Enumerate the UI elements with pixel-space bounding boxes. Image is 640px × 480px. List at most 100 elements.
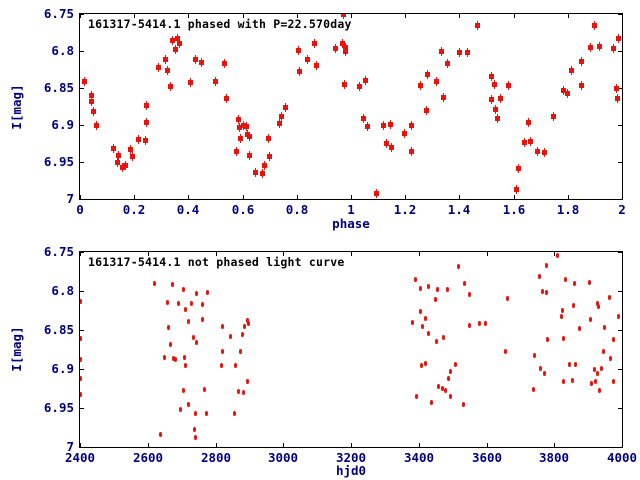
data-point — [463, 280, 467, 286]
data-point — [234, 147, 240, 157]
data-point — [241, 120, 247, 130]
x-tick-label: 2 — [618, 202, 626, 217]
data-point — [332, 43, 338, 53]
data-point — [237, 389, 241, 395]
tick-mark — [618, 14, 622, 15]
data-point — [340, 39, 346, 49]
data-point — [592, 21, 598, 31]
x-tick-label: 0.4 — [176, 202, 200, 217]
tick-mark — [405, 195, 406, 199]
data-point — [598, 387, 602, 393]
data-point — [418, 308, 422, 314]
data-point — [545, 290, 549, 296]
tick-mark — [283, 252, 284, 256]
data-point — [116, 150, 122, 160]
data-point — [532, 353, 536, 359]
data-point — [183, 307, 187, 313]
data-point — [80, 336, 82, 342]
tick-mark — [80, 14, 84, 15]
data-point — [241, 332, 245, 338]
data-point — [443, 388, 447, 394]
data-point — [453, 361, 457, 367]
x-tick-label: 1.6 — [502, 202, 526, 217]
data-point — [261, 161, 267, 171]
data-point — [615, 93, 621, 103]
data-point — [183, 362, 187, 368]
tick-mark — [618, 88, 622, 89]
data-point — [144, 100, 150, 110]
data-point — [143, 136, 149, 146]
tick-mark — [351, 252, 352, 256]
data-point — [596, 371, 600, 377]
data-point — [155, 62, 161, 72]
data-point — [572, 281, 576, 287]
tick-mark — [80, 291, 84, 292]
data-point — [602, 325, 606, 331]
data-point — [446, 286, 450, 292]
tick-mark — [80, 369, 84, 370]
data-point — [181, 286, 185, 292]
bottom-x-axis-label: hjd0 — [335, 463, 367, 478]
data-point — [80, 299, 82, 305]
tick-mark — [618, 252, 622, 253]
tick-mark — [80, 330, 84, 331]
data-point — [595, 300, 599, 306]
tick-mark — [134, 195, 135, 199]
data-point — [89, 96, 95, 106]
data-point — [571, 378, 575, 384]
data-point — [433, 76, 439, 86]
data-point — [179, 407, 183, 413]
data-point — [135, 135, 141, 145]
data-point — [475, 20, 481, 30]
data-point — [188, 78, 194, 88]
data-point — [174, 33, 180, 43]
x-tick-label: 1.8 — [556, 202, 580, 217]
data-point — [296, 67, 302, 77]
data-point — [596, 304, 600, 310]
y-tick-label: 6.95 — [43, 154, 74, 169]
data-point — [128, 144, 134, 154]
data-point — [228, 333, 232, 339]
tick-mark — [297, 195, 298, 199]
data-point — [193, 410, 197, 416]
data-point — [120, 162, 126, 172]
data-point — [194, 339, 198, 345]
data-point — [423, 105, 429, 115]
data-point — [234, 362, 238, 368]
data-point — [615, 33, 621, 43]
data-point — [80, 375, 82, 381]
data-point — [312, 39, 318, 49]
data-point — [528, 136, 534, 146]
data-point — [194, 435, 197, 441]
data-point — [237, 133, 243, 143]
data-point — [506, 81, 512, 91]
tick-mark — [487, 252, 488, 256]
data-point — [436, 383, 440, 389]
x-tick-label: 0.2 — [122, 202, 146, 217]
data-point — [235, 115, 241, 125]
data-point — [538, 365, 542, 371]
x-tick-label: 2400 — [64, 450, 96, 465]
data-point — [503, 349, 507, 355]
x-tick-label: 2800 — [200, 450, 232, 465]
data-point — [170, 282, 174, 288]
data-point — [305, 54, 311, 64]
data-point — [266, 152, 272, 162]
tick-mark — [618, 447, 622, 448]
tick-mark — [568, 195, 569, 199]
data-point — [187, 402, 191, 408]
data-point — [414, 393, 418, 399]
data-point — [593, 367, 597, 373]
tick-mark — [80, 162, 84, 163]
tick-mark — [351, 195, 352, 199]
data-point — [467, 291, 471, 297]
data-point — [544, 262, 548, 268]
data-point — [521, 137, 527, 147]
data-point — [567, 361, 571, 367]
data-point — [420, 362, 424, 368]
x-tick-label: 0.8 — [285, 202, 309, 217]
tick-mark — [243, 14, 244, 18]
data-point — [245, 318, 249, 324]
tick-mark — [618, 369, 622, 370]
